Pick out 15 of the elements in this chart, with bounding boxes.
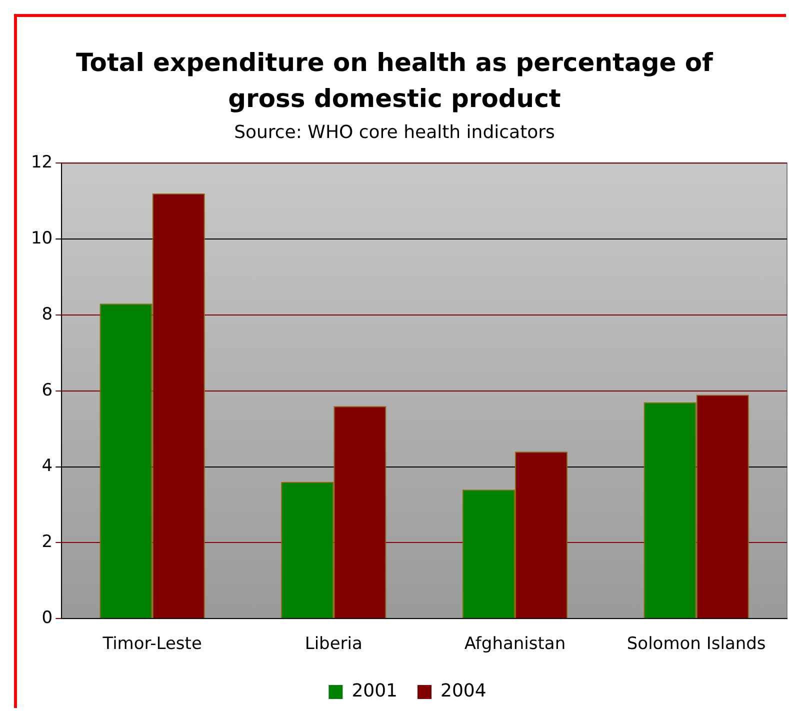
y-tick-label: 8 <box>42 304 53 324</box>
x-tick-label: Timor-Leste <box>102 634 202 654</box>
y-tick-label: 12 <box>30 152 53 173</box>
y-tick-label: 6 <box>42 380 53 400</box>
legend-label: 2001 <box>352 680 398 702</box>
y-tick-label: 4 <box>42 456 53 476</box>
chart-title: Total expenditure on health as percentage of gross domestic product <box>75 47 714 115</box>
x-tick-label: Afghanistan <box>464 634 566 654</box>
y-tick-label: 2 <box>42 532 53 552</box>
y-tick-label: 0 <box>42 608 53 628</box>
chart-subtitle: Source: WHO core health indicators <box>233 122 556 143</box>
y-tick-label: 10 <box>30 228 53 249</box>
legend-label: 2004 <box>440 680 486 702</box>
x-tick-label: Solomon Islands <box>626 634 766 654</box>
x-tick-label: Liberia <box>304 634 362 654</box>
